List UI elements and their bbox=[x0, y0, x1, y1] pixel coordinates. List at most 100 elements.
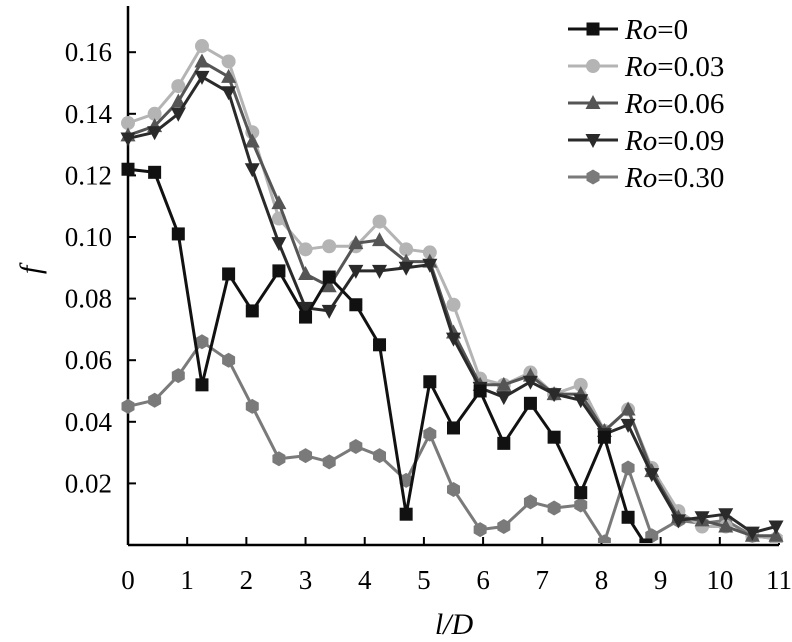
data-point bbox=[497, 436, 511, 450]
data-point bbox=[372, 214, 387, 229]
data-point bbox=[497, 519, 511, 535]
x-tick-label: 10 bbox=[706, 565, 733, 595]
data-point bbox=[171, 368, 185, 384]
data-point bbox=[547, 500, 561, 516]
data-point bbox=[322, 454, 336, 470]
data-point bbox=[349, 298, 363, 312]
data-point bbox=[597, 534, 611, 543]
data-point bbox=[644, 468, 660, 483]
series-4 bbox=[121, 334, 783, 543]
legend-marker bbox=[585, 95, 601, 109]
data-point bbox=[423, 375, 437, 389]
data-point bbox=[373, 448, 387, 464]
data-point bbox=[523, 494, 537, 510]
data-point bbox=[121, 162, 135, 176]
y-tick-label: 0.06 bbox=[65, 345, 112, 375]
data-point bbox=[121, 116, 135, 131]
data-point bbox=[639, 538, 653, 543]
y-tick-label: 0.02 bbox=[65, 468, 112, 498]
data-point bbox=[298, 265, 314, 280]
data-point bbox=[399, 242, 414, 257]
data-point bbox=[221, 68, 237, 83]
data-point bbox=[473, 522, 487, 538]
data-point bbox=[298, 301, 314, 316]
data-point bbox=[321, 304, 337, 319]
y-tick-label: 0.14 bbox=[65, 99, 113, 129]
data-point bbox=[597, 430, 611, 444]
data-point bbox=[348, 235, 364, 250]
data-point bbox=[245, 398, 259, 414]
data-point bbox=[423, 426, 437, 442]
data-point bbox=[222, 352, 236, 368]
data-point bbox=[768, 520, 784, 535]
data-point bbox=[496, 391, 512, 406]
data-point bbox=[372, 264, 388, 279]
x-tick-label: 7 bbox=[536, 565, 550, 595]
x-tick-label: 1 bbox=[180, 565, 194, 595]
data-point bbox=[244, 133, 260, 148]
x-tick-label: 8 bbox=[595, 565, 609, 595]
legend-label: Ro=0.30 bbox=[624, 162, 724, 194]
data-point bbox=[221, 86, 237, 101]
data-point bbox=[399, 507, 413, 521]
x-tick-label: 11 bbox=[766, 565, 792, 595]
data-point bbox=[221, 54, 236, 69]
data-point bbox=[574, 497, 588, 513]
legend-label: Ro=0 bbox=[624, 14, 688, 46]
axes: 0 1 2 3 4 5 6 7 8 9 10 11 0.02 0.04 0.06 0.08 0.10 0.12 0.… bbox=[65, 6, 792, 595]
legend-label: Ro=0.03 bbox=[624, 51, 724, 83]
y-tick-label: 0.08 bbox=[65, 284, 112, 314]
data-point bbox=[372, 232, 388, 247]
data-point bbox=[148, 392, 162, 408]
legend-item: Ro=0.06 bbox=[568, 88, 724, 120]
series-layer bbox=[120, 39, 784, 543]
data-point bbox=[349, 438, 363, 454]
data-point bbox=[222, 267, 236, 281]
data-point bbox=[447, 482, 460, 498]
data-point bbox=[621, 510, 635, 524]
data-point bbox=[670, 514, 686, 529]
data-point bbox=[547, 430, 561, 444]
data-point bbox=[718, 508, 734, 523]
data-point bbox=[621, 460, 635, 476]
data-point bbox=[574, 486, 588, 500]
series-line bbox=[127, 167, 647, 543]
legend-marker bbox=[586, 22, 600, 36]
x-tick-label: 4 bbox=[358, 565, 372, 595]
data-point bbox=[299, 448, 313, 464]
data-point bbox=[170, 93, 186, 108]
data-point bbox=[121, 398, 135, 414]
data-point bbox=[195, 334, 209, 350]
data-point bbox=[744, 526, 760, 541]
data-point bbox=[446, 332, 461, 347]
data-point bbox=[447, 421, 460, 435]
y-axis-title: f bbox=[14, 262, 47, 274]
x-tick-label: 3 bbox=[299, 565, 313, 595]
data-point bbox=[244, 163, 260, 178]
data-point bbox=[322, 270, 336, 284]
data-point bbox=[694, 511, 710, 526]
data-point bbox=[321, 278, 337, 293]
data-point bbox=[195, 378, 209, 392]
y-tick-label: 0.04 bbox=[65, 407, 113, 437]
data-point bbox=[322, 239, 337, 254]
data-point bbox=[348, 264, 364, 279]
data-point bbox=[120, 132, 136, 147]
x-axis-title: l/D bbox=[435, 608, 474, 641]
data-point bbox=[148, 165, 162, 179]
data-point bbox=[398, 261, 414, 276]
data-point bbox=[620, 401, 636, 416]
data-point bbox=[194, 39, 209, 54]
data-point bbox=[170, 107, 186, 122]
data-point bbox=[171, 79, 186, 94]
x-tick-label: 5 bbox=[417, 565, 431, 595]
data-point bbox=[299, 310, 313, 324]
legend-item: Ro=0.09 bbox=[568, 125, 724, 157]
data-point bbox=[573, 394, 589, 409]
x-tick-label: 2 bbox=[240, 565, 254, 595]
data-point bbox=[272, 264, 286, 278]
data-point bbox=[546, 388, 562, 403]
legend-marker bbox=[586, 169, 600, 185]
data-point bbox=[373, 338, 387, 352]
